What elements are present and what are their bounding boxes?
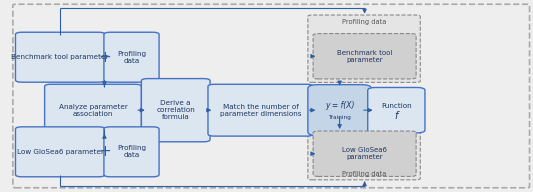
Text: +: + (98, 50, 111, 65)
Text: +: + (98, 144, 111, 159)
FancyBboxPatch shape (15, 127, 105, 177)
FancyBboxPatch shape (104, 127, 159, 177)
FancyBboxPatch shape (308, 113, 420, 180)
FancyBboxPatch shape (313, 131, 416, 176)
Text: Training: Training (328, 115, 351, 120)
Text: Derive a
correlation
formula: Derive a correlation formula (156, 100, 195, 120)
Text: Profiling
data: Profiling data (117, 51, 146, 64)
FancyBboxPatch shape (308, 85, 372, 136)
FancyBboxPatch shape (104, 32, 159, 82)
Text: Profiling data: Profiling data (342, 170, 386, 177)
FancyBboxPatch shape (45, 84, 141, 136)
Text: Profiling data: Profiling data (342, 19, 386, 25)
FancyBboxPatch shape (15, 32, 105, 82)
Text: Low GloSea6
parameter: Low GloSea6 parameter (342, 147, 387, 160)
Text: Benchmark tool
parameter: Benchmark tool parameter (337, 50, 392, 63)
FancyBboxPatch shape (141, 79, 210, 142)
Text: Profiling
data: Profiling data (117, 145, 146, 158)
Text: Benchmark tool parameter: Benchmark tool parameter (12, 54, 109, 60)
Text: Analyze parameter
association: Analyze parameter association (59, 104, 127, 117)
Text: f: f (394, 111, 398, 121)
FancyBboxPatch shape (208, 84, 313, 136)
Text: y = f(X): y = f(X) (325, 101, 354, 110)
FancyBboxPatch shape (313, 34, 416, 79)
FancyBboxPatch shape (308, 15, 420, 82)
Text: Low GloSea6 parameter: Low GloSea6 parameter (17, 149, 104, 155)
Text: Function: Function (381, 103, 411, 109)
FancyBboxPatch shape (13, 4, 529, 188)
Text: Match the number of
parameter dimensions: Match the number of parameter dimensions (220, 104, 301, 117)
FancyBboxPatch shape (368, 88, 425, 133)
